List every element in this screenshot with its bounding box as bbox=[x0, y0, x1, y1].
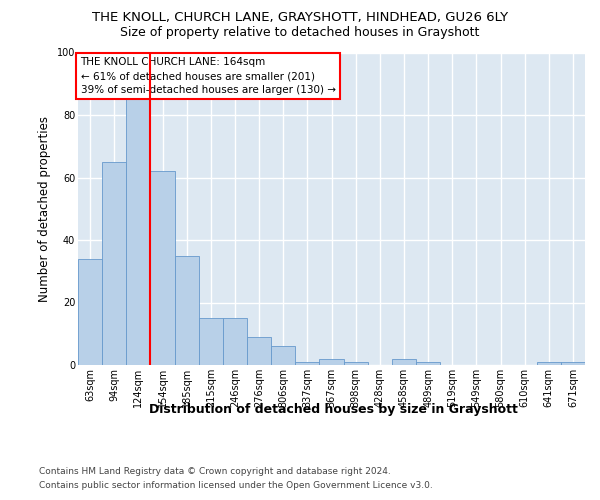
Bar bbox=[223, 318, 247, 365]
Text: Size of property relative to detached houses in Grayshott: Size of property relative to detached ho… bbox=[121, 26, 479, 39]
Bar bbox=[126, 100, 151, 365]
Bar bbox=[247, 337, 271, 365]
Bar bbox=[392, 359, 416, 365]
Bar bbox=[561, 362, 585, 365]
Bar bbox=[102, 162, 126, 365]
Bar bbox=[199, 318, 223, 365]
Text: THE KNOLL CHURCH LANE: 164sqm
← 61% of detached houses are smaller (201)
39% of : THE KNOLL CHURCH LANE: 164sqm ← 61% of d… bbox=[80, 57, 335, 95]
Text: Distribution of detached houses by size in Grayshott: Distribution of detached houses by size … bbox=[149, 402, 517, 415]
Bar bbox=[175, 256, 199, 365]
Bar bbox=[78, 259, 102, 365]
Text: Contains public sector information licensed under the Open Government Licence v3: Contains public sector information licen… bbox=[39, 481, 433, 490]
Bar bbox=[537, 362, 561, 365]
Bar bbox=[344, 362, 368, 365]
Y-axis label: Number of detached properties: Number of detached properties bbox=[38, 116, 51, 302]
Bar bbox=[319, 359, 344, 365]
Bar bbox=[416, 362, 440, 365]
Bar bbox=[295, 362, 319, 365]
Text: Contains HM Land Registry data © Crown copyright and database right 2024.: Contains HM Land Registry data © Crown c… bbox=[39, 468, 391, 476]
Bar bbox=[271, 346, 295, 365]
Text: THE KNOLL, CHURCH LANE, GRAYSHOTT, HINDHEAD, GU26 6LY: THE KNOLL, CHURCH LANE, GRAYSHOTT, HINDH… bbox=[92, 11, 508, 24]
Bar bbox=[151, 171, 175, 365]
